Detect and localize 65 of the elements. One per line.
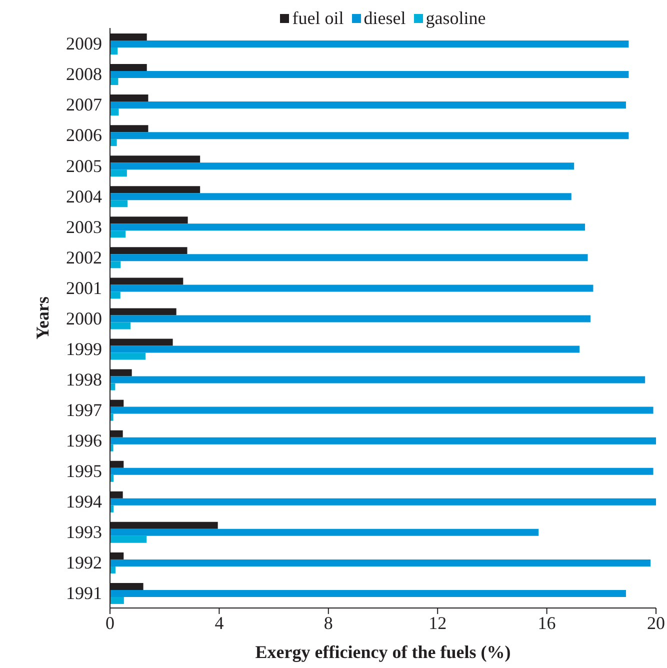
bar xyxy=(110,590,626,597)
x-tick-label: 16 xyxy=(538,612,556,633)
legend-label: diesel xyxy=(364,8,406,28)
bar xyxy=(110,193,572,200)
x-tick-label: 20 xyxy=(647,612,665,633)
bar xyxy=(110,414,114,421)
y-tick-label: 2003 xyxy=(66,216,102,237)
y-tick-label: 1997 xyxy=(66,400,102,420)
bar xyxy=(110,352,146,360)
bar xyxy=(110,102,626,109)
y-tick-label: 1994 xyxy=(66,492,102,512)
bar xyxy=(110,261,121,268)
bar xyxy=(110,444,114,452)
y-tick-label: 2004 xyxy=(66,186,102,206)
bar xyxy=(110,536,147,543)
x-tick-label: 4 xyxy=(214,612,224,633)
bar xyxy=(110,596,124,604)
bar xyxy=(110,108,119,116)
y-tick-label: 2008 xyxy=(66,64,102,84)
bar xyxy=(110,47,118,54)
bar xyxy=(110,468,654,475)
bar xyxy=(110,437,656,444)
bar xyxy=(110,170,127,177)
bar xyxy=(110,71,629,78)
bar xyxy=(110,498,656,506)
bar xyxy=(110,528,539,536)
bar xyxy=(110,346,580,353)
y-tick-label: 1995 xyxy=(66,461,102,482)
legend-label: fuel oil xyxy=(292,8,344,28)
bar xyxy=(110,78,118,86)
bar xyxy=(110,566,116,574)
bar xyxy=(110,200,128,208)
y-tick-label: 1992 xyxy=(66,552,102,573)
y-tick-label: 2002 xyxy=(66,247,102,268)
y-tick-label: 2001 xyxy=(66,278,102,298)
x-tick-label: 12 xyxy=(428,612,447,633)
y-tick-label: 2006 xyxy=(66,125,102,146)
bar xyxy=(110,40,629,48)
bar xyxy=(110,406,654,414)
y-tick-label: 1998 xyxy=(66,369,102,390)
x-axis-title: Exergy efficiency of the fuels (%) xyxy=(255,642,511,662)
bar xyxy=(110,162,574,170)
legend-label: gasoline xyxy=(426,8,486,28)
bar xyxy=(110,132,629,140)
y-tick-label: 2009 xyxy=(66,34,102,54)
x-tick-label: 8 xyxy=(324,612,333,633)
bar xyxy=(110,292,120,299)
y-tick-label: 2000 xyxy=(66,308,102,328)
y-tick-label: 1993 xyxy=(66,522,102,542)
bar xyxy=(110,224,586,231)
bar xyxy=(110,139,117,146)
y-tick-label: 2007 xyxy=(66,94,102,115)
y-tick-label: 1999 xyxy=(66,338,102,359)
bar xyxy=(110,322,130,330)
y-tick-label: 2005 xyxy=(66,156,102,176)
x-tick-label: 0 xyxy=(106,612,114,633)
bar xyxy=(110,559,651,566)
y-tick-label: 1991 xyxy=(66,583,102,604)
bar xyxy=(110,376,646,384)
bar xyxy=(110,315,590,322)
y-axis-title: Years xyxy=(32,296,52,340)
bar xyxy=(110,254,588,262)
y-tick-label: 1996 xyxy=(66,430,102,450)
bar xyxy=(110,230,126,238)
bar xyxy=(110,284,594,292)
